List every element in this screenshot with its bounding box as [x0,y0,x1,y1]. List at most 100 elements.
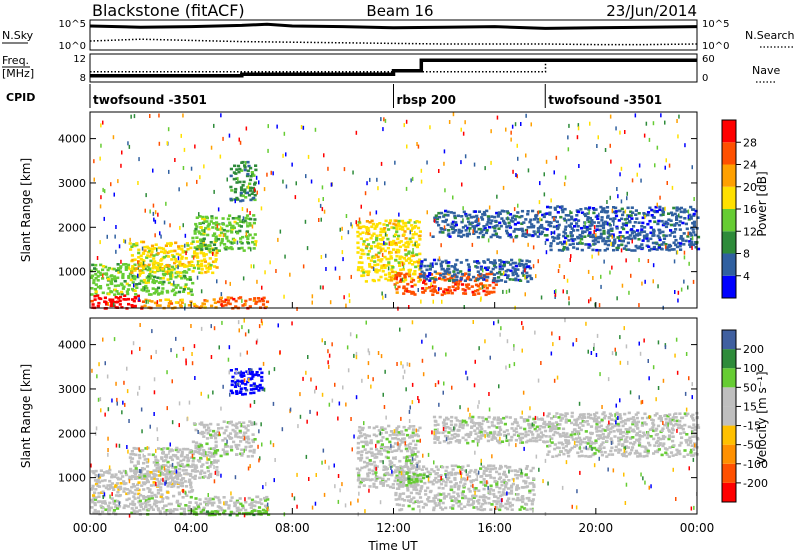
power-speck [217,224,219,228]
power-cell [581,249,584,252]
power-cell [102,292,105,295]
velocity-cell [554,443,557,446]
power-cell [483,261,486,264]
power-speck [544,192,546,196]
power-cell [97,279,100,282]
velocity-cell [187,459,190,462]
velocity-cell [483,478,486,481]
power-cell [215,235,218,238]
velocity-cell [259,384,262,387]
power-cell [440,265,443,268]
velocity-cell [142,508,145,511]
power-cell [111,278,114,281]
power-cell [500,279,503,282]
power-cell [246,161,249,164]
velocity-cell [167,485,170,488]
velocity-cell [97,495,100,498]
velocity-cell [150,477,153,480]
velocity-cell [396,483,399,486]
velocity-cell [610,414,613,417]
power-speck [527,243,529,247]
velocity-cell [614,449,617,452]
power-cell [596,217,599,220]
power-cell [242,181,245,184]
power-cell [596,228,599,231]
velocity-cell [506,508,509,511]
velocity-cell [227,507,230,510]
power-speck [421,169,423,173]
power-speck [438,287,440,291]
velocity-cell [473,429,476,432]
power-speck [160,235,162,239]
power-speck [133,283,135,287]
power-cell [487,215,490,218]
power-speck [625,258,627,262]
noise-left-tick-high: 10^5 [59,19,86,30]
velocity-cell [381,436,384,439]
power-cell [599,229,602,232]
power-speck [472,243,474,247]
power-speck [165,202,167,206]
power-cell [254,182,257,185]
power-cell [190,289,193,292]
power-cell [579,208,582,211]
power-cell [661,220,664,223]
power-speck [664,121,666,125]
power-cell [110,281,113,284]
power-cell [244,196,247,199]
velocity-cell [457,434,460,437]
power-cell [153,271,156,274]
power-speck [395,285,397,289]
power-cell [244,217,247,220]
power-cell [441,261,444,264]
power-speck [488,238,490,242]
power-cell [588,221,591,224]
velocity-cell [203,475,206,478]
power-cell [200,248,203,251]
velocity-cell [540,431,543,434]
velocity-cell [235,427,238,430]
power-cell [149,260,152,263]
power-cell [234,191,237,194]
power-speck [382,296,384,300]
power-cell [486,229,489,232]
power-cell [420,260,423,263]
power-cell [506,269,509,272]
velocity-cell [538,438,541,441]
velocity-cell [527,476,530,479]
power-speck [303,264,305,268]
power-cell [626,231,629,234]
velocity-cell [223,432,226,435]
velocity-cell [402,492,405,495]
power-speck [147,300,149,304]
power-speck [115,225,117,229]
power-speck [128,266,130,270]
power-speck [359,218,361,222]
power-cell [262,303,265,306]
velocity-cell [583,416,586,419]
velocity-cell [525,431,528,434]
power-speck [249,211,251,215]
velocity-cell [162,451,165,454]
velocity-cell [450,416,453,419]
power-cell [142,267,145,270]
power-speck [312,301,314,305]
cpid-label: CPID [6,91,35,104]
freq-left-tick-low: 8 [80,73,86,84]
velocity-cell [138,454,141,457]
power-speck [396,277,398,281]
power-cell [404,249,407,252]
power-cell [360,237,363,240]
power-cell [651,214,654,217]
power-cell [460,277,463,280]
power-cell [475,231,478,234]
power-speck [619,131,621,135]
power-cell [455,275,458,278]
power-cell [397,249,400,252]
velocity-cell [565,421,568,424]
velocity-cell [433,416,436,419]
power-cell [132,243,135,246]
power-cell [446,224,449,227]
power-speck [322,286,324,290]
power-cell [170,250,173,253]
